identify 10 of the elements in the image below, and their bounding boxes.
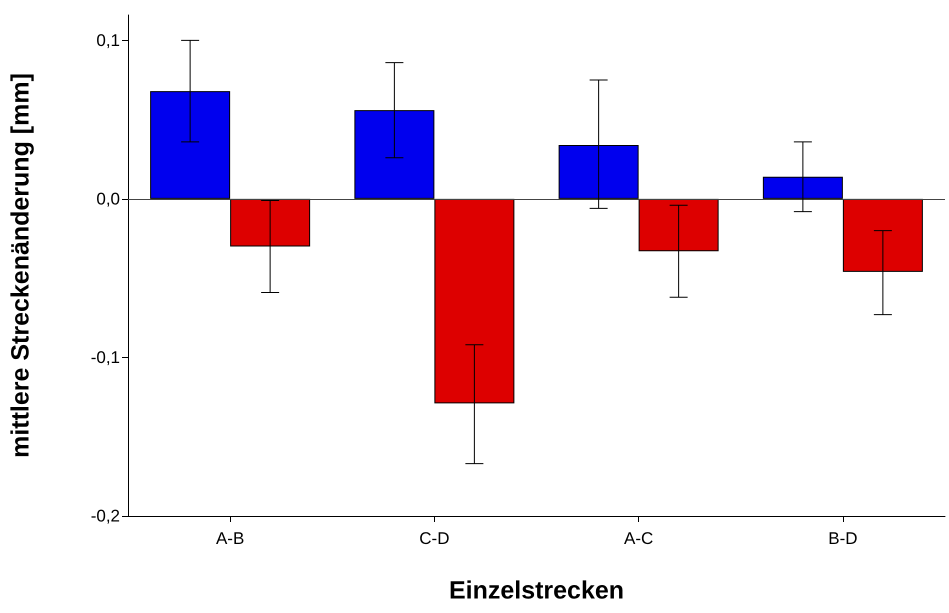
y-axis-title: mittlere Streckenänderung [mm] (6, 73, 34, 458)
y-tick-label: 0,1 (96, 30, 120, 50)
x-tick-label: A-B (216, 529, 244, 548)
y-tick-label: 0,0 (96, 189, 120, 208)
x-tick-label: B-D (828, 529, 858, 548)
y-tick-label: -0,1 (90, 348, 120, 367)
x-tick-label: A-C (624, 529, 654, 548)
x-axis-title: Einzelstrecken (448, 576, 624, 604)
y-tick-label: -0,2 (90, 506, 120, 526)
x-tick-label: C-D (419, 529, 450, 548)
